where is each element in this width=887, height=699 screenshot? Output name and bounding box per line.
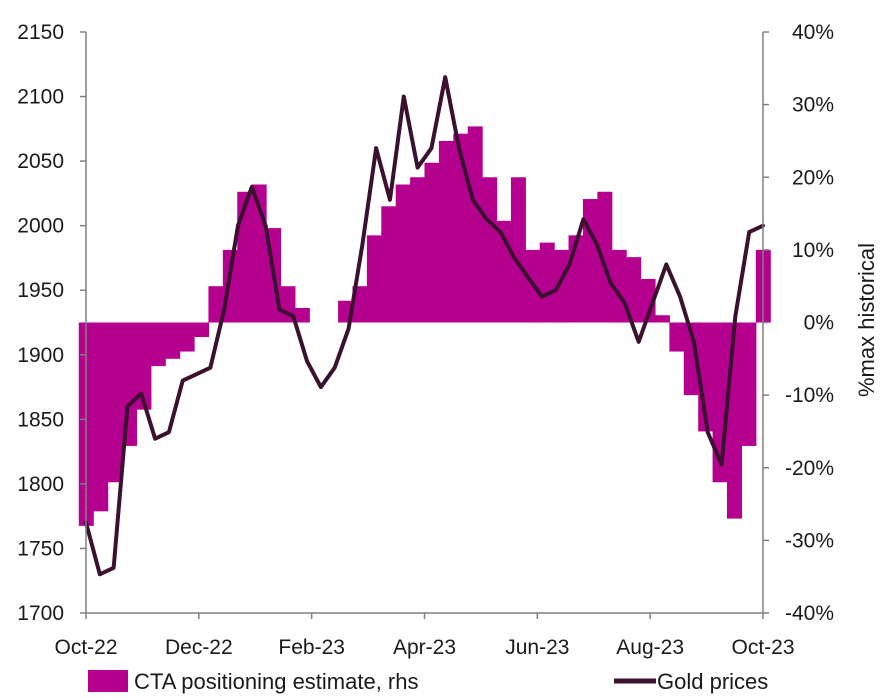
cta-bar [165, 322, 181, 359]
cta-bar [597, 191, 613, 323]
x-tick-label: Apr-23 [393, 636, 456, 659]
left-tick-label: 2150 [17, 21, 64, 44]
x-tick-label: Oct-23 [731, 636, 794, 659]
cta-bar [482, 177, 498, 323]
x-tick-label: Oct-22 [54, 636, 117, 659]
x-tick-label: Feb-23 [278, 636, 345, 659]
cta-bar [726, 322, 742, 519]
left-tick-label: 1850 [17, 408, 64, 431]
cta-bar [179, 322, 195, 352]
cta-bar [150, 322, 166, 367]
cta-bar [438, 140, 454, 323]
cta-bar [395, 184, 411, 323]
right-tick-label: -30% [785, 529, 834, 552]
left-tick-label: 2100 [17, 86, 64, 109]
cta-bar [294, 307, 310, 323]
cta-bar [453, 133, 469, 323]
left-tick-label: 1800 [17, 473, 64, 496]
left-tick-label: 1750 [17, 537, 64, 560]
cta-bar [208, 286, 224, 323]
cta-bar [136, 322, 152, 410]
cta-bar [611, 249, 627, 323]
cta-bar [410, 177, 426, 323]
right-tick-label: -10% [785, 384, 834, 407]
axes [80, 31, 769, 619]
cta-bar [93, 322, 109, 512]
cta-bar [467, 126, 483, 323]
legend-gold-label: Gold prices [657, 669, 768, 694]
right-tick-label: 10% [792, 239, 834, 262]
x-tick-label: Jun-23 [505, 636, 569, 659]
cta-bar [582, 199, 598, 323]
left-tick-label: 1900 [17, 344, 64, 367]
cta-bar [626, 257, 642, 323]
left-tick-label: 1700 [17, 602, 64, 625]
right-axis-title: %max historical [854, 243, 879, 397]
x-tick-label: Aug-23 [616, 636, 684, 659]
x-tick-label: Dec-22 [165, 636, 233, 659]
gold-line [84, 75, 765, 577]
cta-bar [352, 286, 368, 323]
cta-bar [424, 162, 440, 323]
right-tick-label: 0% [804, 312, 834, 335]
gold-series [84, 75, 765, 577]
legend-cta-swatch [88, 670, 128, 692]
cta-bar [654, 315, 670, 323]
left-tick-label: 2000 [17, 215, 64, 238]
right-tick-label: -20% [785, 457, 834, 480]
cta-bar [107, 322, 123, 483]
cta-bar [510, 177, 526, 323]
cta-bar [194, 322, 210, 338]
tick-labels: 1700 1750 1800 1850 1900 1950 2000 2050 2100 2150… [17, 21, 834, 659]
cta-bar [539, 242, 555, 323]
cta-bar [640, 278, 656, 323]
cta-bar [741, 322, 757, 446]
legend: CTA positioning estimate, rhs Gold price… [88, 669, 768, 694]
cta-bar [381, 206, 397, 323]
cta-bar [366, 235, 382, 323]
cta-bar [237, 191, 253, 323]
right-tick-label: 40% [792, 21, 834, 44]
cta-bar [669, 322, 685, 352]
right-tick-label: 20% [792, 166, 834, 189]
left-tick-label: 2050 [17, 150, 64, 173]
cta-series [78, 126, 771, 526]
left-tick-label: 1950 [17, 279, 64, 302]
right-tick-label: -40% [785, 602, 834, 625]
right-tick-label: 30% [792, 94, 834, 117]
legend-cta-label: CTA positioning estimate, rhs [134, 669, 419, 694]
